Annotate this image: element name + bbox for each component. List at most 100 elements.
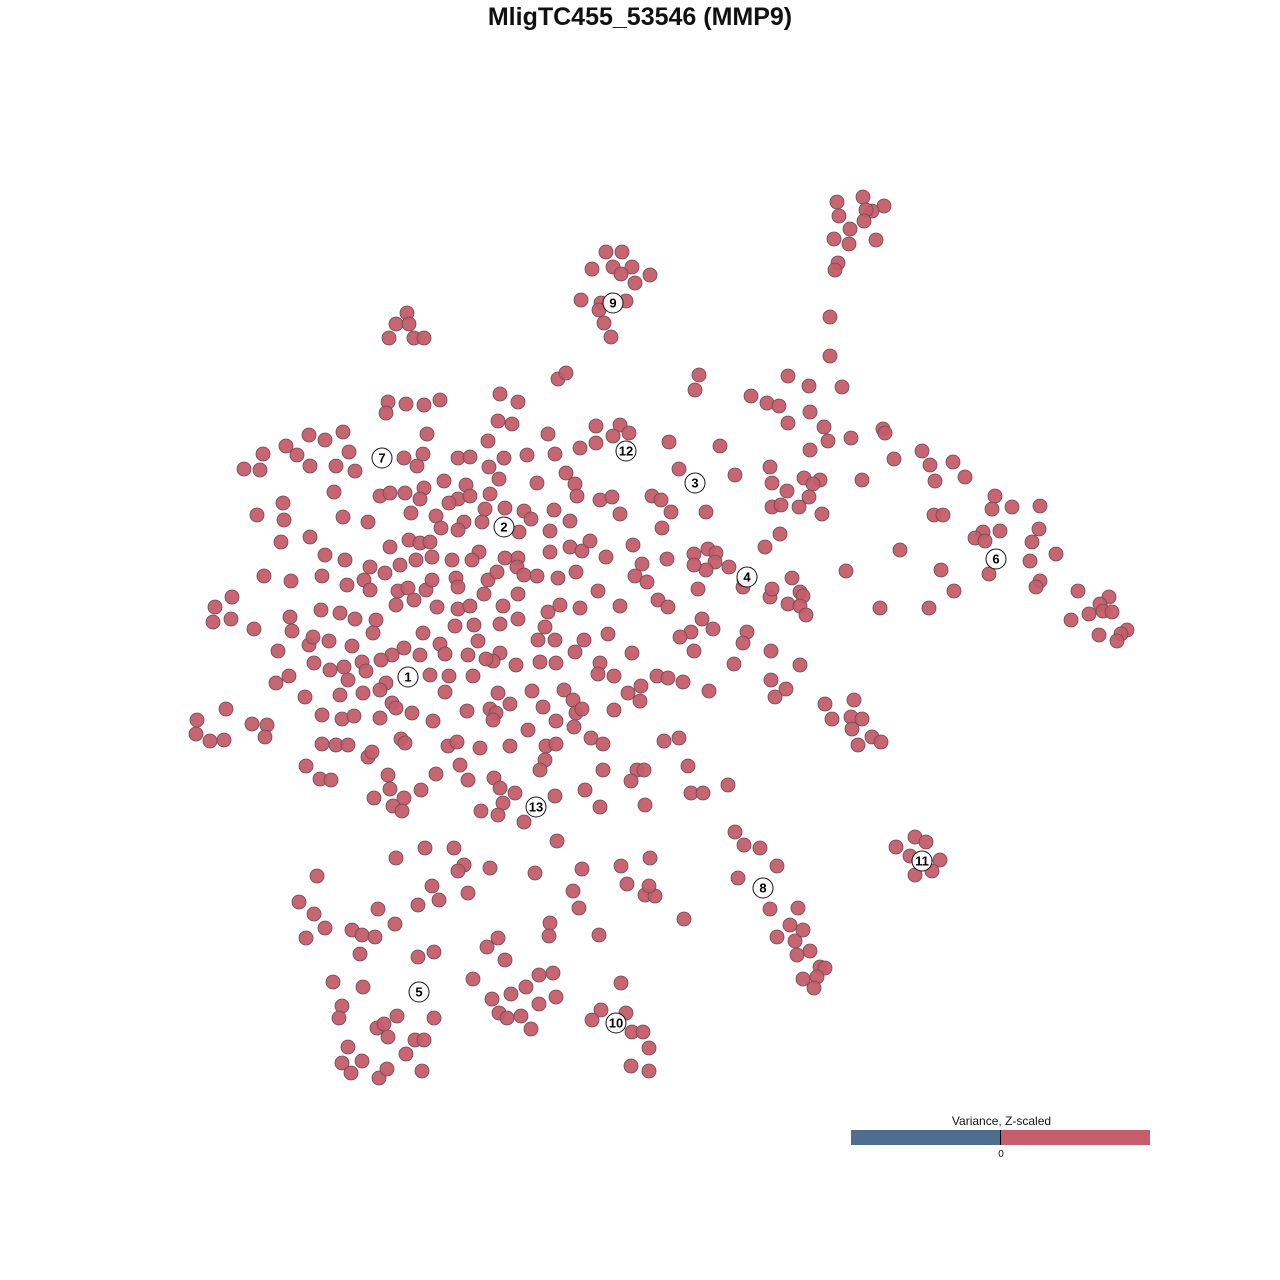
data-point	[485, 712, 501, 728]
data-point	[360, 514, 376, 530]
data-point	[623, 773, 639, 789]
data-point	[473, 803, 489, 819]
data-point	[426, 944, 442, 960]
data-point	[416, 330, 432, 346]
data-point	[584, 1012, 600, 1028]
data-point	[636, 762, 652, 778]
data-point	[872, 600, 888, 616]
data-point	[619, 876, 635, 892]
data-point	[340, 737, 356, 753]
data-point	[933, 562, 949, 578]
data-point	[987, 488, 1003, 504]
data-point	[273, 534, 289, 550]
cluster-label-text: 2	[500, 520, 507, 535]
data-point	[398, 396, 414, 412]
data-point	[802, 442, 818, 458]
data-point	[1109, 633, 1125, 649]
data-point	[510, 611, 526, 627]
data-point	[414, 1063, 430, 1079]
data-point	[705, 621, 721, 637]
data-point	[574, 543, 590, 559]
data-point	[415, 446, 431, 462]
data-point	[412, 491, 428, 507]
data-point	[373, 652, 389, 668]
data-point	[462, 449, 478, 465]
data-point	[918, 834, 934, 850]
data-point	[641, 878, 657, 894]
data-point	[450, 863, 466, 879]
cluster-label-circle	[397, 666, 419, 688]
data-point	[822, 309, 838, 325]
data-point	[530, 632, 546, 648]
cluster-label-circle	[408, 981, 430, 1003]
legend-tick-label: 0	[998, 1149, 1004, 1160]
data-point	[855, 189, 871, 205]
data-point	[612, 506, 628, 522]
data-point	[981, 566, 997, 582]
data-point	[428, 766, 444, 782]
data-point	[446, 840, 462, 856]
data-point	[452, 757, 468, 773]
data-point	[422, 534, 438, 550]
data-point	[838, 563, 854, 579]
data-point	[283, 573, 299, 589]
data-point	[426, 1010, 442, 1026]
data-point	[841, 236, 857, 252]
data-point	[778, 681, 794, 697]
data-point	[577, 782, 593, 798]
data-point	[372, 682, 388, 698]
data-point	[817, 696, 833, 712]
data-point	[690, 581, 706, 597]
data-point	[816, 419, 832, 435]
data-point	[336, 659, 352, 675]
data-point	[298, 930, 314, 946]
data-point	[513, 1008, 529, 1024]
data-point	[366, 790, 382, 806]
data-point	[479, 939, 495, 955]
data-point	[524, 683, 540, 699]
data-point	[520, 722, 536, 738]
data-point	[868, 232, 884, 248]
data-point	[372, 710, 388, 726]
data-point	[572, 440, 588, 456]
data-point	[569, 488, 585, 504]
data-point	[583, 730, 599, 746]
cluster-label-text: 13	[529, 800, 543, 815]
data-point	[850, 737, 866, 753]
data-point	[276, 512, 292, 528]
data-point	[546, 502, 562, 518]
data-point	[572, 600, 588, 616]
data-point	[343, 1065, 359, 1081]
data-point	[298, 758, 314, 774]
data-point	[281, 668, 297, 684]
data-point	[504, 416, 520, 432]
data-point	[323, 772, 339, 788]
data-point	[302, 529, 318, 545]
data-point	[542, 915, 558, 931]
data-point	[403, 505, 419, 521]
data-point	[606, 668, 622, 684]
data-point	[306, 655, 322, 671]
data-point	[653, 492, 669, 508]
data-point	[490, 413, 506, 429]
data-point	[410, 897, 426, 913]
data-point	[365, 625, 381, 641]
data-point	[503, 986, 519, 1002]
data-point	[482, 860, 498, 876]
data-point	[492, 780, 508, 796]
data-point	[547, 788, 563, 804]
data-point	[613, 975, 629, 991]
data-point	[322, 662, 338, 678]
data-point	[492, 386, 508, 402]
data-point	[820, 433, 836, 449]
data-point	[516, 567, 532, 583]
data-point	[347, 611, 363, 627]
data-point	[600, 626, 616, 642]
data-point	[388, 700, 404, 716]
data-point	[769, 929, 785, 945]
cluster-label-text: 12	[619, 444, 633, 459]
data-point	[1048, 546, 1064, 562]
data-point	[588, 435, 604, 451]
data-point	[888, 839, 904, 855]
data-point	[490, 685, 506, 701]
